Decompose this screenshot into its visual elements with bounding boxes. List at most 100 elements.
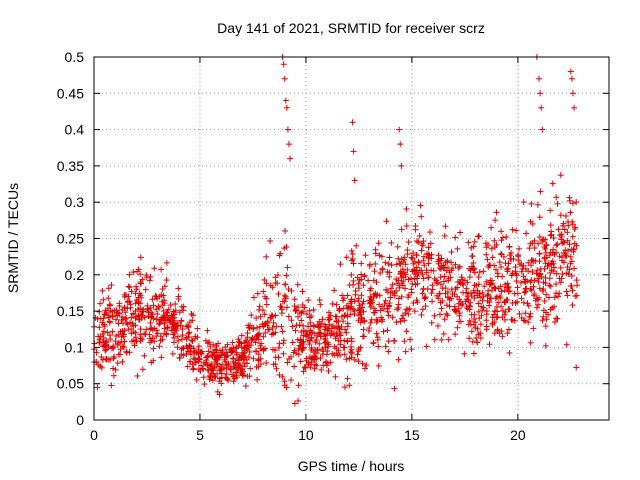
data-point [486,341,493,348]
x-tick-label: 10 [298,427,314,443]
data-point [316,318,323,325]
data-point [565,271,572,278]
data-point [225,377,232,384]
data-point [338,313,345,320]
data-point [539,126,546,133]
data-point [465,321,472,328]
data-point [135,266,142,273]
data-point [505,265,512,272]
data-point [100,296,107,303]
data-point [554,241,561,248]
data-point [506,306,513,313]
data-point [433,280,440,287]
data-point [333,313,340,320]
data-point [541,255,548,262]
data-point [205,348,212,355]
data-point [276,340,283,347]
data-point [202,361,209,368]
data-point [504,330,511,337]
data-point [355,297,362,304]
data-point [300,332,307,339]
data-point [573,364,580,371]
data-point [379,303,386,310]
data-point [555,293,562,300]
data-point [325,368,332,375]
data-point [439,285,446,292]
data-point [382,297,389,304]
data-point [261,311,268,318]
data-point [445,277,452,284]
data-point [102,307,109,314]
data-point [529,268,536,275]
data-point [414,299,421,306]
data-point [408,254,415,261]
data-point [178,346,185,353]
data-point [294,281,301,288]
data-point [437,274,444,281]
data-point [412,271,419,278]
data-point [147,319,154,326]
data-point [204,366,211,373]
data-point [196,355,203,362]
data-point [257,313,264,320]
data-point [269,284,276,291]
data-point [349,251,356,258]
data-point [118,317,125,324]
data-point [295,397,302,404]
data-point [167,302,174,309]
data-point [464,279,471,286]
data-point [190,365,197,372]
data-point [398,293,405,300]
data-point [379,266,386,273]
data-point [373,330,380,337]
data-point [483,311,490,318]
data-point [174,344,181,351]
data-point [555,226,562,233]
data-point [297,358,304,365]
data-point [148,337,155,344]
data-point [151,265,158,272]
data-point [443,267,450,274]
data-point [502,260,509,267]
data-point [188,310,195,317]
data-point [134,372,141,379]
data-point [391,385,398,392]
data-point [367,285,374,292]
data-point [534,275,541,282]
data-point [280,61,287,68]
data-point [569,233,576,240]
data-point [351,177,358,184]
data-point [491,284,498,291]
data-point [238,366,245,373]
data-point [492,266,499,273]
data-point [277,250,284,257]
data-point [534,301,541,308]
data-point [348,257,355,264]
data-point [136,316,143,323]
data-point [566,241,573,248]
data-point [506,243,513,250]
data-point [361,333,368,340]
data-point [131,342,138,349]
data-point [266,326,273,333]
data-point [378,253,385,260]
data-point [550,235,557,242]
data-point [501,316,508,323]
data-point [473,282,480,289]
data-point [546,294,553,301]
data-point [493,303,500,310]
data-point [123,315,130,322]
data-point [137,326,144,333]
data-point [468,328,475,335]
data-point [568,75,575,82]
data-point [548,259,555,266]
data-point [543,242,550,249]
data-point [222,358,229,365]
data-point [514,298,521,305]
data-point [497,250,504,257]
data-point [106,318,113,325]
data-point [157,337,164,344]
data-point [148,314,155,321]
data-point [158,354,165,361]
data-point [256,303,263,310]
